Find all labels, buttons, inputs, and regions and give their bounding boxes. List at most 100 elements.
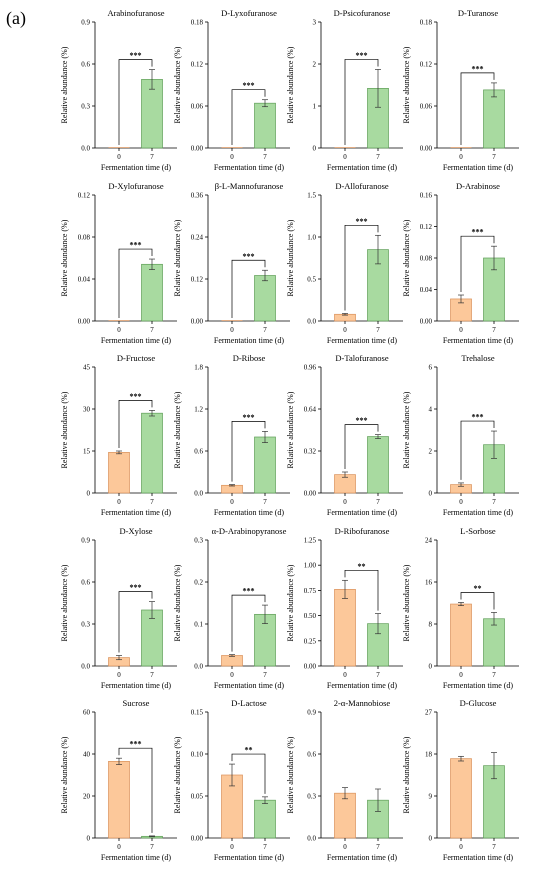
x-tick-label: 0 [343,326,347,334]
y-tick-label: 0 [87,835,91,843]
y-tick-label: 0.04 [420,286,433,294]
y-tick-label: 0.3 [81,621,90,629]
bar [483,618,505,667]
y-tick-label: 0.05 [191,793,204,801]
y-tick-label: 0.6 [194,448,203,456]
chart-panel: L-Sorbose 0 8 16 24 Relative abundance (%) 0 7 F… [402,526,519,690]
x-tick-label: 7 [263,326,267,334]
bar [367,436,389,494]
y-tick-label: 0.06 [191,103,204,111]
significance-label: *** [243,81,255,90]
significance-bracket [460,235,495,293]
x-axis-label: Fermentation time (d) [214,853,285,862]
bar [254,102,276,149]
significance-bracket [344,424,379,469]
x-tick-label: 0 [343,843,347,851]
significance-label: ** [474,584,482,593]
y-tick-label: 0.04 [78,276,91,284]
x-tick-label: 0 [117,843,121,851]
chart-title: D-Fructose [117,353,155,363]
x-tick-label: 7 [263,153,267,161]
chart-title: D-Lactose [231,698,267,708]
y-tick-label: 1 [313,103,317,111]
chart-panel: D-Lactose 0.00 0.05 0.10 0.15 Relative abunda… [173,698,290,862]
x-tick-label: 7 [263,498,267,506]
x-tick-label: 0 [117,671,121,679]
y-tick-label: 0.15 [191,709,204,717]
chart-title: β-L-Mannofuranose [215,181,284,191]
x-axis-label: Fermentation time (d) [101,853,172,862]
y-tick-label: 24 [425,537,433,545]
y-tick-label: 0.0 [307,318,316,326]
y-tick-label: 2 [429,448,433,456]
x-tick-label: 7 [376,843,380,851]
chart-panel: Sucrose 0 20 40 60 Relative abundance (%) 0 7 Fe… [60,698,177,862]
y-tick-label: 0.08 [78,234,91,242]
x-tick-label: 7 [150,671,154,679]
y-tick-label: 0 [87,490,91,498]
chart-title: α-D-Arabinopyranose [212,526,287,536]
chart-panel: D-Psicofuranose 0 1 2 3 Relative abundance (%… [286,8,403,172]
y-tick-label: 0.00 [191,318,204,326]
y-tick-label: 1.0 [307,234,316,242]
y-tick-label: 0.50 [304,612,317,620]
chart-title: Trehalose [461,353,494,363]
chart-title: 2-α-Mannobiose [334,698,391,708]
y-tick-label: 0.2 [194,579,203,587]
y-tick-label: 40 [83,751,91,759]
y-tick-label: 0.25 [304,637,317,645]
chart-panel: D-Xylofuranose 0.00 0.04 0.08 0.12 Relative a… [60,181,177,345]
x-tick-label: 0 [117,153,121,161]
significance-label: *** [130,392,142,401]
x-tick-label: 7 [376,153,380,161]
y-tick-label: 0 [313,145,317,153]
y-axis-label: Relative abundance (%) [286,219,295,296]
y-tick-label: 0.18 [420,19,433,27]
x-axis-label: Fermentation time (d) [101,681,172,690]
significance-bracket [231,259,266,318]
y-axis-label: Relative abundance (%) [402,564,411,641]
y-tick-label: 6 [429,364,433,372]
significance-label: *** [356,217,368,226]
x-axis-label: Fermentation time (d) [327,681,398,690]
significance-label: ** [245,746,253,755]
bar [254,275,276,322]
y-tick-label: 0.24 [191,234,204,242]
significance-label: *** [472,413,484,422]
x-axis-label: Fermentation time (d) [327,508,398,517]
bar [450,758,472,839]
bar [483,89,505,149]
y-tick-label: 0.1 [194,621,203,629]
y-tick-label: 30 [83,406,91,414]
chart-panel: Arabinofuranose 0.0 0.3 0.6 0.9 Relative abun… [60,8,177,172]
significance-label: *** [356,51,368,60]
y-tick-label: 0.00 [304,663,317,671]
y-tick-label: 0.0 [194,490,203,498]
chart-panel: Trehalose 0 2 4 6 Relative abundance (%) 0 7 Fer… [402,353,519,517]
y-tick-label: 0.00 [191,145,204,153]
chart-panel: D-Ribose 0.0 0.6 1.2 1.8 Relative abundance (… [173,353,290,517]
y-axis-label: Relative abundance (%) [173,219,182,296]
x-axis-label: Fermentation time (d) [443,508,514,517]
y-axis-label: Relative abundance (%) [173,46,182,123]
x-tick-label: 7 [492,498,496,506]
chart-panel: β-L-Mannofuranose 0.00 0.12 0.24 0.36 Relativ… [173,181,290,345]
significance-bracket [231,89,266,145]
x-tick-label: 0 [459,326,463,334]
x-tick-label: 7 [492,326,496,334]
x-tick-label: 0 [230,843,234,851]
x-tick-label: 7 [376,498,380,506]
significance-label: *** [243,252,255,261]
x-axis-label: Fermentation time (d) [443,336,514,345]
x-axis-label: Fermentation time (d) [101,336,172,345]
panel-label: (a) [6,8,26,28]
y-tick-label: 45 [83,364,91,372]
x-tick-label: 7 [492,153,496,161]
y-tick-label: 0.10 [191,751,204,759]
chart-panel: D-Allofuranose 0.0 0.5 1.0 1.5 Relative abund… [286,181,403,345]
chart-title: D-Glucose [460,698,497,708]
bar [334,589,356,667]
y-tick-label: 0.9 [307,709,316,717]
significance-bracket [231,753,266,794]
